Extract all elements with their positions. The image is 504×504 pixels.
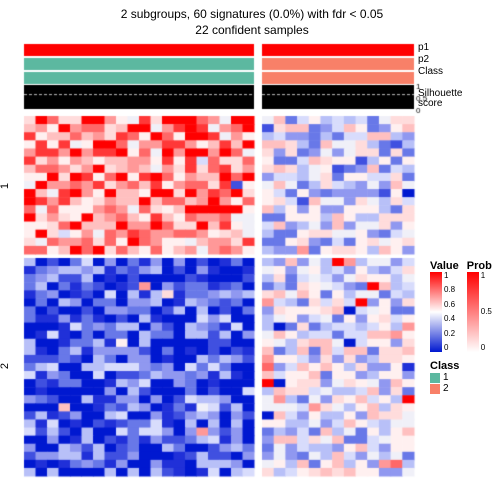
legend-value-tick: 0.4 <box>444 315 455 323</box>
anno-p1: p1 <box>418 42 429 53</box>
legend-class-item: 2 <box>430 383 492 394</box>
legend-class-item: 1 <box>430 372 492 383</box>
anno-class: Class <box>418 66 443 77</box>
anno-p2: p2 <box>418 54 429 65</box>
row-label-2: 2 <box>0 363 11 369</box>
row-label-1: 1 <box>0 183 11 189</box>
legend-prob-tick: 1 <box>481 272 492 280</box>
legend-value-tick: 1 <box>444 272 455 280</box>
legend-value-tick: 0.8 <box>444 286 455 294</box>
legend-class-title: Class <box>430 360 492 372</box>
legend-value-tick: 0 <box>444 344 455 352</box>
legend-prob-tick: 0.5 <box>481 308 492 316</box>
anno-score: score <box>418 98 442 109</box>
legend-value-tick: 0.2 <box>444 330 455 338</box>
legend-prob-title: Prob <box>467 260 492 272</box>
legend: Value10.80.60.40.20Prob10.50Class12 <box>430 260 492 394</box>
legend-prob-tick: 0 <box>481 344 492 352</box>
legend-value-tick: 0.6 <box>444 301 455 309</box>
